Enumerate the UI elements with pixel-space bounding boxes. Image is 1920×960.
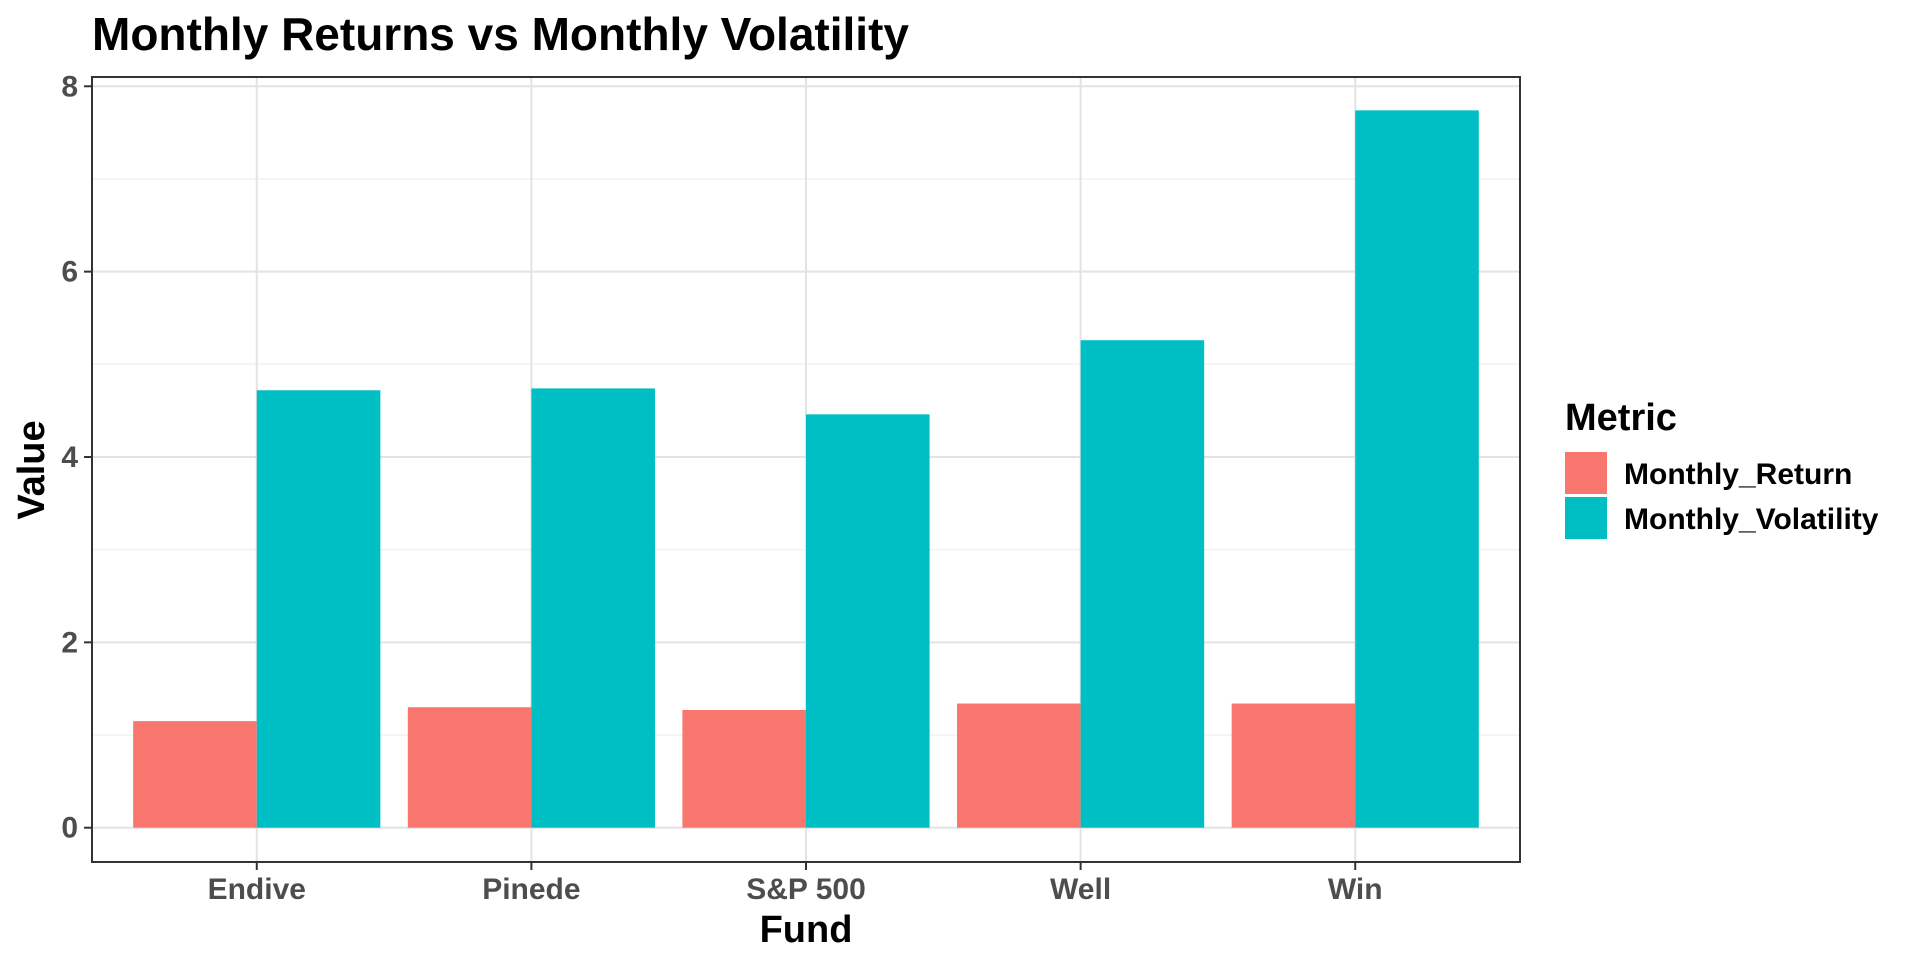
- bar-monthly-return: [957, 703, 1081, 828]
- x-tick-label: Endive: [208, 873, 306, 906]
- legend-items: Monthly_Return Monthly_Volatility: [1565, 452, 1879, 539]
- y-tick-label: 8: [61, 70, 78, 103]
- bar-monthly-volatility: [1355, 110, 1479, 828]
- bar-monthly-return: [407, 707, 532, 828]
- legend-label: Monthly_Return: [1624, 458, 1852, 491]
- bar-monthly-return: [1231, 703, 1356, 828]
- x-tick-label: Pinede: [482, 873, 580, 906]
- bar-monthly-volatility: [806, 414, 930, 828]
- legend-swatch: [1565, 452, 1607, 494]
- bar-monthly-volatility: [531, 388, 655, 828]
- y-tick-label: 2: [61, 626, 78, 659]
- legend-title: Metric: [1565, 397, 1677, 439]
- y-axis-title: Value: [11, 420, 53, 519]
- legend-label: Monthly_Volatility: [1624, 503, 1879, 536]
- bar-monthly-volatility: [256, 390, 381, 828]
- bars: [133, 110, 1479, 828]
- legend: Metric Monthly_Return Monthly_Volatility: [1565, 397, 1879, 539]
- y-tick-label: 6: [61, 256, 78, 289]
- x-tick-label: S&P 500: [746, 873, 866, 906]
- x-tick-label: Well: [1050, 873, 1111, 906]
- bar-monthly-volatility: [1080, 340, 1205, 828]
- bar-monthly-return: [682, 710, 806, 828]
- y-tick-label: 0: [61, 812, 78, 845]
- x-axis-title: Fund: [760, 909, 853, 951]
- x-tick-label: Win: [1328, 873, 1383, 906]
- chart-title: Monthly Returns vs Monthly Volatility: [92, 8, 909, 60]
- y-tick-label: 4: [61, 441, 78, 474]
- y-axis: 0 2 4 6 8: [61, 70, 92, 845]
- legend-swatch: [1565, 497, 1607, 539]
- x-axis: Endive Pinede S&P 500 Well Win: [208, 862, 1383, 906]
- bar-monthly-return: [133, 721, 257, 828]
